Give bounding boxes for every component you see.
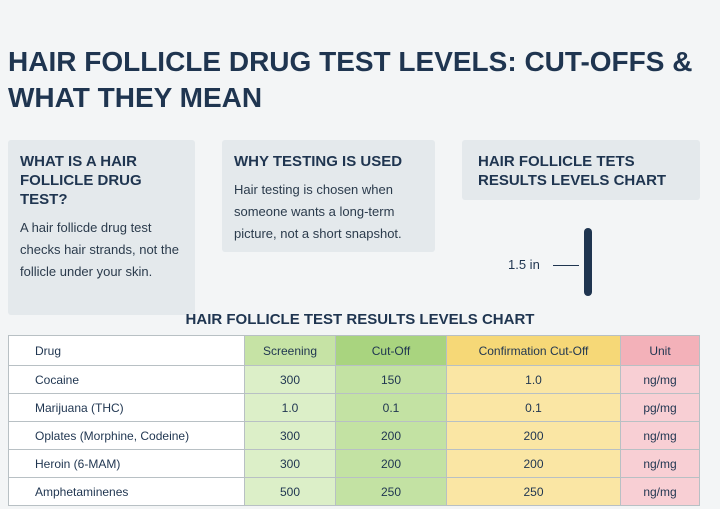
column-header: Unit <box>620 335 700 366</box>
table-title: HAIR FOLLICLE TEST RESULTS LEVELS CHART <box>185 311 535 328</box>
table-cell: Heroin (6-MAM) <box>8 449 245 478</box>
card-text: A hair follicde drug test checks hair st… <box>20 220 179 279</box>
table-cell: 200 <box>446 449 621 478</box>
table-cell: 500 <box>244 477 336 506</box>
table-row: Marijuana (THC) 1.0 0.1 0.1 pg/mg <box>8 393 700 422</box>
table-cell: Marijuana (THC) <box>8 393 245 422</box>
table-cell: 300 <box>244 365 336 394</box>
table-cell: 0.1 <box>446 393 621 422</box>
table-cell: Amphetaminenes <box>8 477 245 506</box>
table-row: Heroin (6-MAM) 300 200 200 ng/mg <box>8 449 700 478</box>
table-body: Cocaine 300 150 1.0 ng/mg Marijuana (THC) 1.0 0… <box>8 365 700 506</box>
table-cell: ng/mg <box>620 477 700 506</box>
table-cell: 1.0 <box>244 393 336 422</box>
table-cell: 200 <box>335 449 447 478</box>
table-cell: 200 <box>446 421 621 450</box>
info-card: HAIR FOLLICLE TETS RESULTS LEVELS CHART <box>462 140 700 200</box>
table-cell: ng/mg <box>620 365 700 394</box>
card-title: WHY TESTING IS USED <box>234 153 403 170</box>
table-cell: pg/mg <box>620 393 700 422</box>
card-title: HAIR FOLLICLE TETS RESULTS LEVELS CHART <box>478 153 667 189</box>
table-row: Cocaine 300 150 1.0 ng/mg <box>8 365 700 394</box>
table-cell: 250 <box>446 477 621 506</box>
column-header: Confirmation Cut-Off <box>446 335 621 366</box>
table-cell: 1.0 <box>446 365 621 394</box>
table-cell: 300 <box>244 421 336 450</box>
table-cell: Cocaine <box>8 365 245 394</box>
table-cell: 150 <box>335 365 447 394</box>
table-cell: 200 <box>335 421 447 450</box>
card-title: WHAT IS A HAIR FOLLICLE DRUG TEST? <box>20 153 142 208</box>
column-header: Cut-Off <box>335 335 447 366</box>
table-cell: Oplates (Morphine, Codeine) <box>8 421 245 450</box>
column-header: Screening <box>244 335 336 366</box>
table-row: Amphetaminenes 500 250 250 ng/mg <box>8 477 700 506</box>
table-cell: ng/mg <box>620 449 700 478</box>
header-row: Drug Screening Cut-Off Confirmation Cut-Off… <box>8 335 700 366</box>
column-header: Drug <box>8 335 245 366</box>
measure-line <box>553 265 579 266</box>
measure-bar <box>584 228 592 296</box>
table-cell: 300 <box>244 449 336 478</box>
table-cell: 0.1 <box>335 393 447 422</box>
page-title: HAIR FOLLICLE DRUG TEST LEVELS: CUT-OFFS… <box>8 46 693 113</box>
measure-label: 1.5 in <box>508 257 540 272</box>
table-row: Oplates (Morphine, Codeine) 300 200 200 ng/m… <box>8 421 700 450</box>
results-table: Drug Screening Cut-Off Confirmation Cut-Off… <box>8 335 700 506</box>
table-cell: 250 <box>335 477 447 506</box>
card-text: Hair testing is chosen when someone want… <box>234 182 402 241</box>
info-card: WHAT IS A HAIR FOLLICLE DRUG TEST? A hai… <box>8 140 195 315</box>
table-cell: ng/mg <box>620 421 700 450</box>
info-card: WHY TESTING IS USED Hair testing is chos… <box>222 140 435 252</box>
